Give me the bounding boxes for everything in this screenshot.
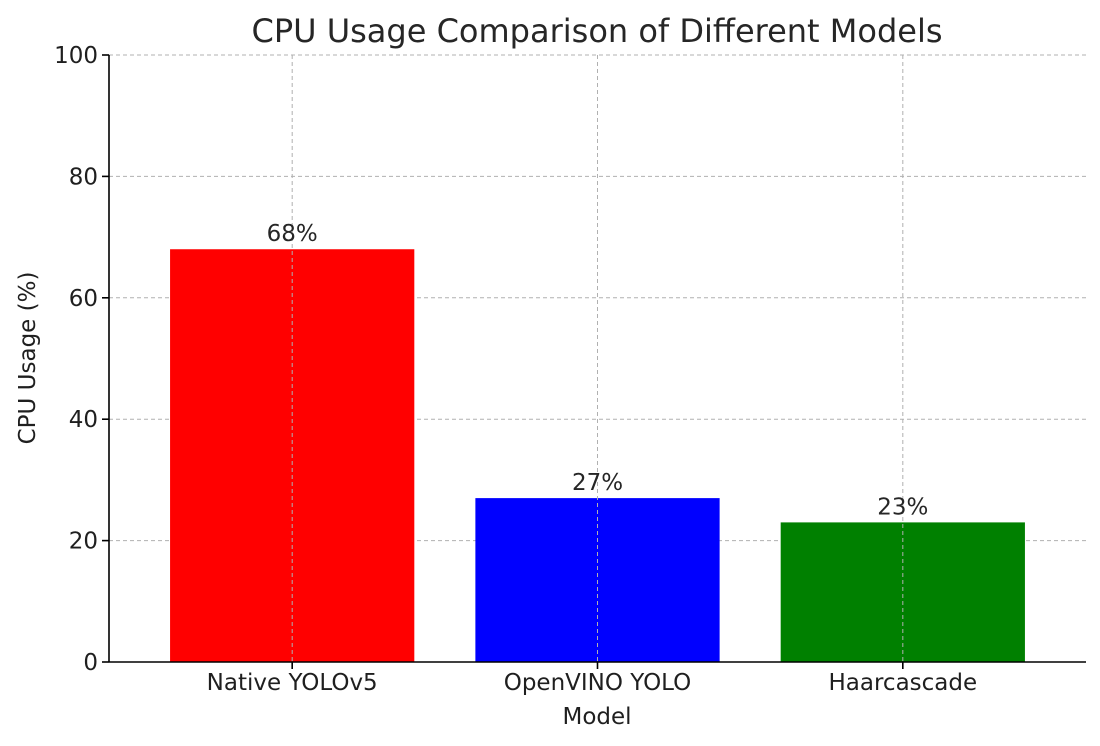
y-axis-label: CPU Usage (%): [15, 272, 41, 445]
value-label-0: 68%: [267, 221, 318, 247]
y-tick-label-3: 60: [69, 286, 98, 312]
axes-layer: [102, 54, 1086, 669]
chart-title: CPU Usage Comparison of Different Models: [251, 12, 942, 50]
x-tick-label-0: Native YOLOv5: [207, 670, 378, 696]
value-label-2: 23%: [877, 494, 928, 520]
y-tick-label-4: 80: [69, 164, 98, 190]
bar-2: [780, 522, 1025, 662]
x-axis-label: Model: [562, 704, 631, 730]
y-tick-label-0: 0: [83, 650, 98, 676]
y-tick-label-5: 100: [54, 43, 98, 69]
x-tick-label-2: Haarcascade: [828, 670, 977, 696]
y-tick-label-2: 40: [69, 407, 98, 433]
labels-layer: 0 20 40 60 80 100 Native YOLOv5 OpenVINO YOLO Ha…: [54, 43, 977, 696]
x-tick-label-1: OpenVINO YOLO: [504, 670, 692, 696]
y-tick-label-1: 20: [69, 529, 98, 555]
value-label-1: 27%: [572, 470, 623, 496]
